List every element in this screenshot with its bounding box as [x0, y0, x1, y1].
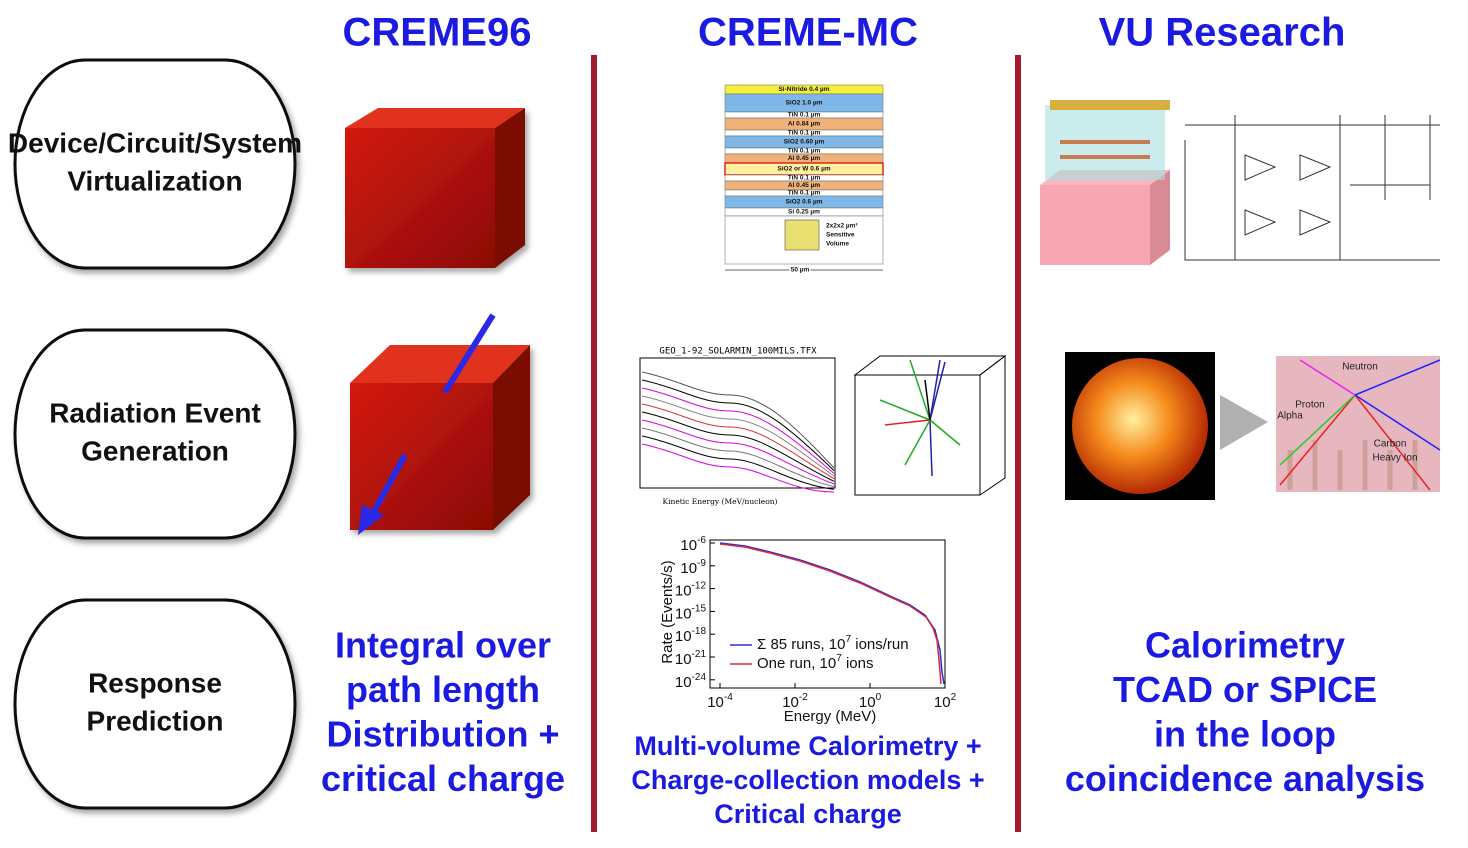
chip-model	[1040, 100, 1170, 265]
layer-label: SiO2 0.6 µm	[786, 199, 823, 206]
row-label: Generation	[81, 435, 229, 466]
y-tick-label: 10-21	[675, 649, 707, 668]
summary-line: Multi-volume Calorimetry +	[634, 731, 981, 761]
sensitive-volume	[784, 219, 820, 251]
sun	[1072, 358, 1208, 494]
summary-line: path length	[346, 669, 540, 710]
volume-label: Sensitive	[826, 232, 855, 239]
layer-label: Al 0.84 µm	[788, 121, 821, 128]
x-tick-label: 102	[934, 692, 957, 711]
layer-label: Si 0.25 µm	[788, 209, 820, 216]
summary-line: critical charge	[321, 758, 565, 799]
arrow	[1220, 395, 1268, 450]
flux-curve	[641, 443, 835, 493]
x-tick-label: 10-2	[782, 692, 808, 711]
row-label: Virtualization	[67, 165, 242, 196]
flux-curve	[641, 371, 835, 469]
summary-line: Integral over	[335, 625, 551, 666]
arrow-head	[358, 505, 384, 535]
circuit-schematic	[1184, 115, 1440, 261]
flux-curve	[641, 403, 835, 480]
summary-line: Charge-collection models +	[631, 765, 984, 795]
row-label: Device/Circuit/System	[8, 127, 302, 158]
layer-label: TiN 0.1 µm	[788, 112, 821, 119]
tcad-label: Alpha	[1277, 411, 1303, 422]
plot-title: GEO_1-92_SOLARMIN_100MILS.TFX	[659, 347, 817, 357]
curve	[719, 542, 945, 685]
summary-line: Critical charge	[714, 799, 902, 829]
curve	[719, 543, 942, 685]
volume-label: Volume	[826, 241, 849, 248]
row-label: Response	[88, 667, 222, 698]
x-tick-label: 100	[859, 692, 882, 711]
tcad-label: Heavy Ion	[1372, 453, 1417, 464]
particle-track	[369, 453, 408, 517]
row-label: Radiation Event	[49, 397, 261, 428]
x-axis-label: Kinetic Energy (MeV/nucleon)	[663, 497, 778, 506]
summary-line: Calorimetry	[1145, 625, 1345, 666]
cube	[345, 108, 525, 268]
track-box	[853, 354, 1007, 496]
row-label: Prediction	[87, 705, 224, 736]
layer-label: TiN 0.1 µm	[788, 190, 821, 197]
y-tick-label: 10-24	[675, 671, 707, 690]
x-tick-label: 10-4	[707, 692, 733, 711]
flux-plot: GEO_1-92_SOLARMIN_100MILS.TFX Kinetic Ene…	[639, 347, 836, 506]
tcad-label: Neutron	[1342, 362, 1378, 373]
layer-label: Al 0.45 µm	[788, 182, 821, 189]
flux-curve	[641, 387, 835, 474]
dimension-label: 50 µm	[791, 267, 810, 274]
column-title: VU Research	[1099, 11, 1346, 55]
row-bubble	[13, 58, 297, 270]
row-bubble	[13, 598, 297, 810]
y-tick-label: 10-15	[675, 603, 707, 622]
flux-curve	[641, 419, 835, 485]
particle-track	[442, 313, 496, 394]
y-axis-label: Rate (Events/s)	[659, 560, 676, 663]
flux-curve	[641, 395, 835, 477]
layer-label: SiO2 or W 0.6 µm	[777, 166, 830, 173]
y-tick-label: 10-18	[675, 626, 707, 645]
summary-line: coincidence analysis	[1065, 758, 1425, 799]
flux-curve	[641, 427, 835, 488]
flux-curve	[641, 379, 835, 472]
x-axis-label: Energy (MeV)	[784, 708, 877, 725]
summary-line: in the loop	[1154, 714, 1336, 755]
summary-line: Distribution +	[327, 714, 560, 755]
column-title: CREME96	[343, 11, 532, 55]
flux-curve	[641, 435, 835, 490]
layer-label: TiN 0.1 µm	[788, 130, 821, 137]
column-title: CREME-MC	[698, 11, 918, 55]
tcad-label: Carbon	[1374, 439, 1407, 450]
layer-label: Al 0.45 µm	[788, 155, 821, 162]
row-bubble	[13, 328, 297, 540]
y-tick-label: 10-6	[680, 535, 706, 554]
legend-label: One run, 107 ions	[757, 653, 873, 672]
layer-label: TiN 0.1 µm	[788, 175, 821, 182]
flux-curve	[641, 411, 835, 482]
layer-label: SiO2 0.60 µm	[784, 139, 825, 146]
layer-label: Si-Nitride 0.4 µm	[778, 86, 829, 93]
volume-label: 2x2x2 µm³	[826, 223, 858, 230]
tcad-label: Proton	[1295, 400, 1324, 411]
legend-label: Σ 85 runs, 107 ions/run	[757, 634, 909, 653]
y-tick-label: 10-12	[675, 580, 707, 599]
layer-label: TiN 0.1 µm	[788, 148, 821, 155]
y-tick-label: 10-9	[680, 557, 706, 576]
layer-label: SiO2 1.0 µm	[786, 100, 823, 107]
summary-line: TCAD or SPICE	[1113, 669, 1377, 710]
